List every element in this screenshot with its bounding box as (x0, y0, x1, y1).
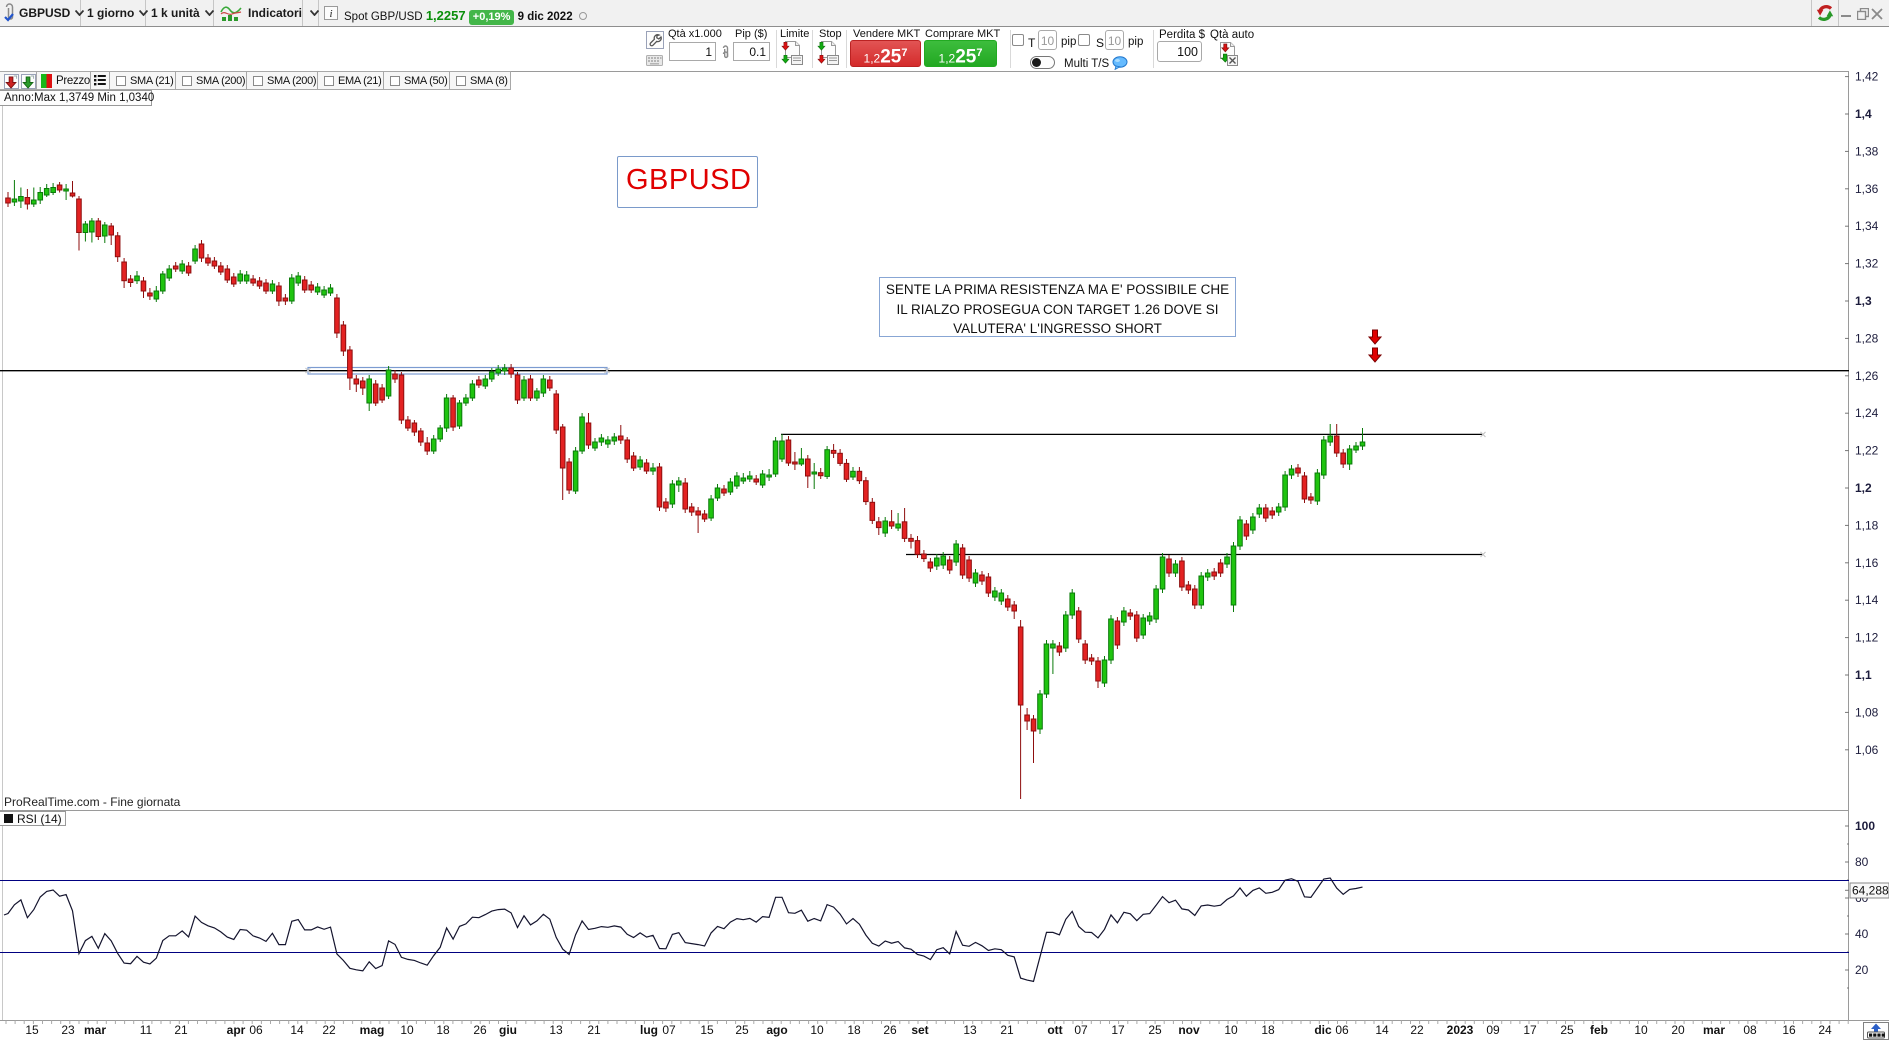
svg-text:2023: 2023 (1447, 1023, 1474, 1037)
svg-text:1,36: 1,36 (1855, 182, 1879, 196)
svg-text:07: 07 (1074, 1023, 1088, 1037)
svg-text:ago: ago (766, 1023, 787, 1037)
svg-text:21: 21 (174, 1023, 188, 1037)
svg-text:1,42: 1,42 (1855, 70, 1879, 84)
svg-text:ott: ott (1047, 1023, 1062, 1037)
svg-text:08: 08 (1743, 1023, 1757, 1037)
svg-text:13: 13 (963, 1023, 977, 1037)
svg-text:1,24: 1,24 (1855, 406, 1879, 420)
svg-text:13: 13 (549, 1023, 563, 1037)
svg-text:i: i (329, 8, 332, 20)
svg-text:1,18: 1,18 (1855, 518, 1879, 532)
svg-text:1,2: 1,2 (1855, 481, 1872, 495)
svg-text:64,288: 64,288 (1852, 884, 1889, 898)
svg-text:14: 14 (290, 1023, 304, 1037)
svg-text:mag: mag (360, 1023, 385, 1037)
svg-text:mar: mar (84, 1023, 106, 1037)
svg-text:1,4: 1,4 (1855, 107, 1872, 121)
svg-text:ProRealTime.com - Fine giornat: ProRealTime.com - Fine giornata (4, 795, 181, 809)
svg-text:1,38: 1,38 (1855, 144, 1879, 158)
svg-text:20: 20 (1671, 1023, 1685, 1037)
svg-text:26: 26 (883, 1023, 897, 1037)
svg-text:nov: nov (1178, 1023, 1200, 1037)
svg-text:14: 14 (1375, 1023, 1389, 1037)
svg-text:set: set (911, 1023, 928, 1037)
svg-text:17: 17 (1523, 1023, 1537, 1037)
svg-text:1,22: 1,22 (1855, 444, 1879, 458)
svg-text:10: 10 (810, 1023, 824, 1037)
svg-text:mar: mar (1703, 1023, 1725, 1037)
svg-text:1,26: 1,26 (1855, 369, 1879, 383)
svg-text:10: 10 (1634, 1023, 1648, 1037)
svg-text:21: 21 (1000, 1023, 1014, 1037)
svg-text:1,06: 1,06 (1855, 743, 1879, 757)
svg-text:1,12: 1,12 (1855, 631, 1879, 645)
svg-text:11: 11 (140, 1023, 153, 1037)
svg-text:giu: giu (499, 1023, 517, 1037)
svg-text:apr: apr (227, 1023, 246, 1037)
svg-text:40: 40 (1855, 927, 1869, 941)
svg-text:10: 10 (400, 1023, 414, 1037)
svg-text:1,14: 1,14 (1855, 593, 1879, 607)
svg-text:15: 15 (700, 1023, 714, 1037)
svg-text:24: 24 (1818, 1023, 1832, 1037)
svg-text:10: 10 (1224, 1023, 1238, 1037)
svg-text:16: 16 (1782, 1023, 1796, 1037)
svg-text:22: 22 (1410, 1023, 1424, 1037)
svg-text:22: 22 (322, 1023, 336, 1037)
svg-text:18: 18 (1261, 1023, 1275, 1037)
svg-text:lug: lug (640, 1023, 658, 1037)
svg-text:06: 06 (1335, 1023, 1349, 1037)
svg-text:21: 21 (587, 1023, 601, 1037)
svg-text:1,3: 1,3 (1855, 294, 1872, 308)
svg-text:18: 18 (436, 1023, 450, 1037)
svg-text:07: 07 (662, 1023, 676, 1037)
svg-text:feb: feb (1590, 1023, 1608, 1037)
svg-text:26: 26 (473, 1023, 487, 1037)
svg-text:1,32: 1,32 (1855, 257, 1879, 271)
svg-text:1,28: 1,28 (1855, 331, 1879, 345)
svg-text:06: 06 (249, 1023, 263, 1037)
svg-text:25: 25 (1148, 1023, 1162, 1037)
svg-text:25: 25 (735, 1023, 749, 1037)
svg-text:80: 80 (1855, 855, 1869, 869)
svg-text:15: 15 (25, 1023, 39, 1037)
svg-text:20: 20 (1855, 963, 1869, 977)
svg-text:23: 23 (61, 1023, 75, 1037)
svg-text:17: 17 (1111, 1023, 1125, 1037)
svg-text:18: 18 (847, 1023, 861, 1037)
svg-text:1,1: 1,1 (1855, 668, 1872, 682)
svg-text:25: 25 (1560, 1023, 1574, 1037)
svg-text:1,16: 1,16 (1855, 556, 1879, 570)
svg-text:09: 09 (1486, 1023, 1500, 1037)
svg-text:1,08: 1,08 (1855, 705, 1879, 719)
svg-text:dic: dic (1314, 1023, 1332, 1037)
svg-text:100: 100 (1855, 819, 1875, 833)
svg-text:1,34: 1,34 (1855, 219, 1879, 233)
